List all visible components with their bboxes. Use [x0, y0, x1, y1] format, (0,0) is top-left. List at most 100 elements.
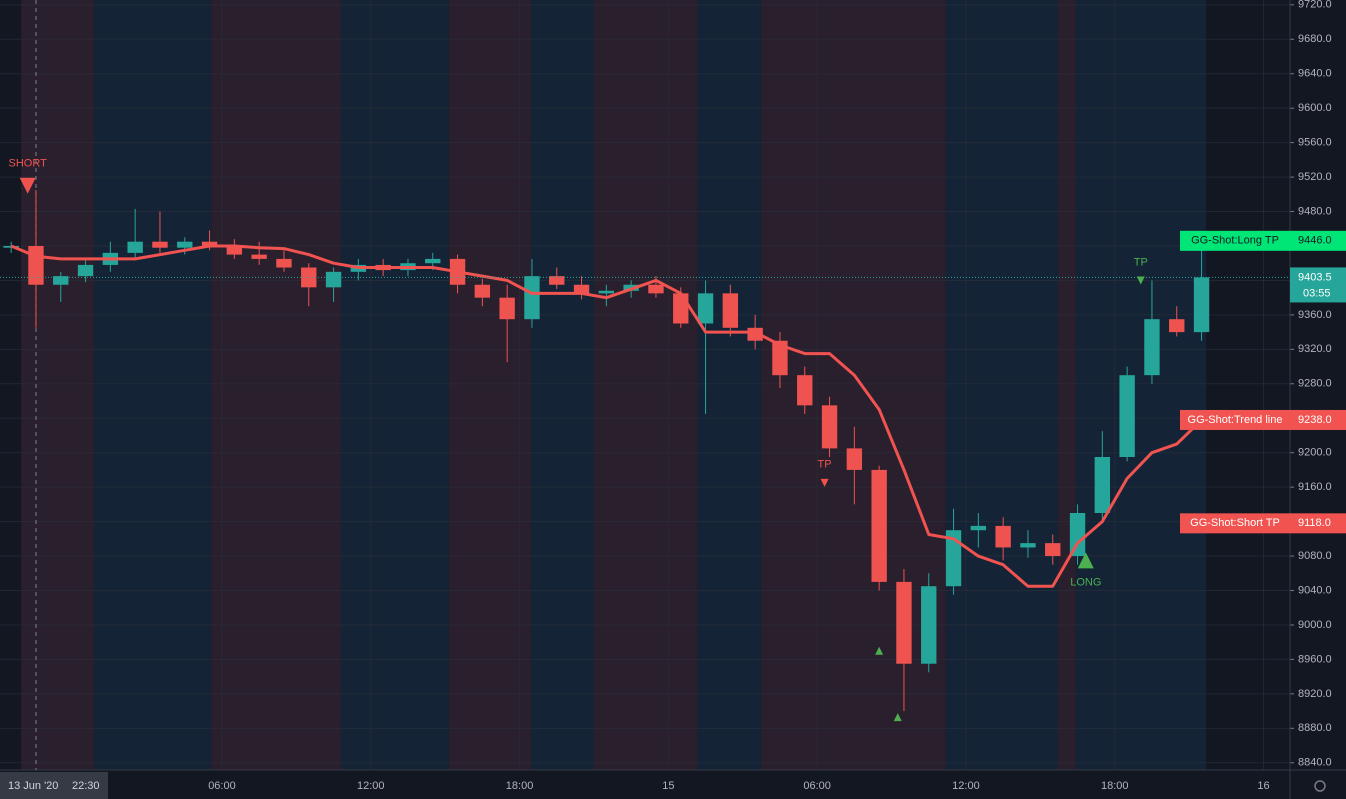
signal-marker: [1136, 276, 1145, 285]
crosshair-date: 13 Jun '20: [8, 780, 58, 792]
candle-body: [201, 241, 218, 246]
price-tag-value: 9118.0: [1298, 517, 1331, 529]
signal-marker: [875, 646, 884, 655]
price-tag: GG-Shot:Long TP 9446.0: [1180, 230, 1346, 251]
y-tick-label: 9040.0: [1298, 584, 1332, 596]
price-tag-value-box: [1290, 513, 1346, 534]
candle-body: [821, 405, 838, 449]
candle-body: [127, 241, 143, 253]
price-tag-value-box: [1290, 409, 1346, 430]
candle-body: [921, 586, 937, 664]
signal-marker: [19, 177, 36, 194]
y-tick-label: 9200.0: [1298, 447, 1332, 459]
trend-band: [760, 0, 946, 770]
candle-body: [1045, 543, 1061, 557]
countdown: 03:55: [1303, 287, 1331, 299]
price-tag-name: GG-Shot:Trend line: [1188, 414, 1283, 426]
signal-marker: [893, 713, 902, 722]
y-tick-label: 9600.0: [1298, 102, 1332, 114]
candle-body: [53, 276, 69, 285]
candle-body: [1169, 319, 1185, 333]
candle-body: [301, 267, 317, 288]
x-tick-label: 12:00: [952, 780, 980, 792]
settings-icon: [1314, 780, 1326, 792]
candle-body: [1144, 319, 1160, 376]
candle-body: [251, 254, 267, 259]
trend-line: [10, 244, 1203, 588]
candle-body: [697, 293, 714, 324]
trend-band: [945, 0, 1059, 770]
candle-body: [474, 284, 491, 298]
x-tick-label: 12:00: [357, 780, 385, 792]
candle-body: [648, 284, 664, 294]
candle-body: [846, 448, 863, 470]
last-price-value: 9403.5: [1298, 271, 1332, 283]
price-tag: GG-Shot:Trend line 9238.0: [1180, 409, 1346, 430]
candle-body: [1193, 277, 1210, 333]
candle-body: [573, 284, 590, 294]
price-tag-name: GG-Shot:Long TP: [1191, 235, 1279, 247]
candle-body: [896, 581, 912, 664]
x-tick-label: 18:00: [506, 780, 534, 792]
price-tag-name-box: [1180, 409, 1290, 430]
crosshair-time: 22:30: [72, 780, 100, 792]
price-tag-name-box: [1180, 230, 1290, 251]
trend-band: [448, 0, 532, 770]
x-tick-label: 06:00: [803, 780, 831, 792]
signal-marker: [1077, 552, 1094, 569]
candle-body: [425, 258, 441, 264]
x-tick-label: 06:00: [208, 780, 236, 792]
x-tick-label: 16: [1257, 780, 1269, 792]
trend-band: [21, 0, 94, 770]
price-tag-value-box: [1290, 230, 1346, 251]
candle-body: [499, 297, 515, 320]
y-tick-label: 9720.0: [1298, 0, 1332, 11]
y-tick-label: 9560.0: [1298, 137, 1332, 149]
candle-body: [995, 525, 1011, 548]
signal-label: TP: [1134, 256, 1148, 268]
candle-body: [325, 271, 342, 288]
candle-body: [945, 530, 962, 587]
crosshair-label-box: [0, 772, 108, 799]
trend-band: [531, 0, 594, 770]
candle-body: [152, 241, 168, 248]
candle-body: [797, 375, 813, 406]
trend-band: [211, 0, 341, 770]
candle-body: [77, 264, 94, 277]
y-tick-label: 9640.0: [1298, 68, 1332, 80]
y-tick-label: 9000.0: [1298, 619, 1332, 631]
signal-label: SHORT: [9, 158, 48, 170]
candle-body: [524, 276, 540, 320]
y-tick-label: 9360.0: [1298, 309, 1332, 321]
candle-body: [276, 258, 292, 268]
y-tick-label: 9080.0: [1298, 550, 1332, 562]
candle-body: [970, 525, 987, 531]
trend-band: [340, 0, 449, 770]
y-tick-label: 8840.0: [1298, 757, 1332, 769]
candle-body: [1094, 457, 1111, 513]
candle-body: [226, 245, 243, 255]
y-tick-label: 9160.0: [1298, 481, 1332, 493]
price-tag-name-box: [1180, 513, 1290, 534]
candle-body: [871, 469, 887, 582]
candle-body: [28, 245, 44, 285]
signal-label: TP: [818, 459, 832, 471]
price-tag-value: 9446.0: [1298, 235, 1332, 247]
trend-band: [1075, 0, 1207, 770]
price-tag: GG-Shot:Short TP 9118.0: [1180, 513, 1346, 534]
price-tag-value: 9238.0: [1298, 414, 1332, 426]
y-tick-label: 8960.0: [1298, 653, 1332, 665]
x-tick-label: 18:00: [1101, 780, 1129, 792]
candle-body: [549, 276, 565, 285]
signal-label: LONG: [1070, 576, 1101, 588]
candle-body: [1020, 543, 1036, 548]
y-tick-label: 9520.0: [1298, 171, 1332, 183]
y-tick-label: 9680.0: [1298, 33, 1332, 45]
trend-band: [93, 0, 212, 770]
signal-marker: [820, 478, 829, 487]
y-tick-label: 9480.0: [1298, 205, 1332, 217]
last-price-box: [1290, 267, 1346, 303]
y-tick-label: 8880.0: [1298, 722, 1332, 734]
